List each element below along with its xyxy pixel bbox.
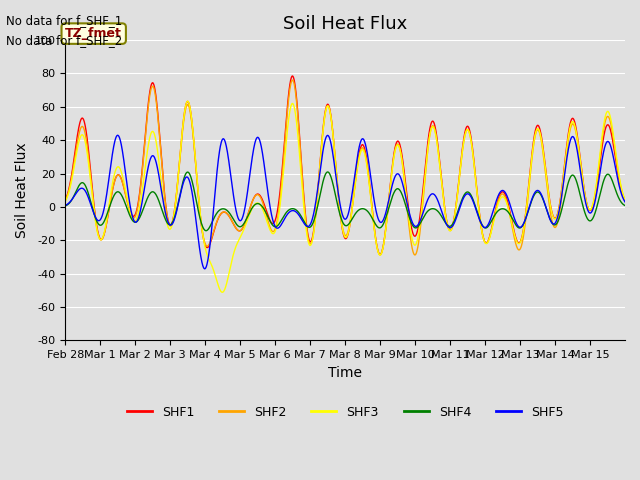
X-axis label: Time: Time: [328, 366, 362, 380]
Text: TZ_fmet: TZ_fmet: [65, 27, 122, 40]
Title: Soil Heat Flux: Soil Heat Flux: [283, 15, 407, 33]
Text: No data for f_SHF_1: No data for f_SHF_1: [6, 14, 123, 27]
Legend: SHF1, SHF2, SHF3, SHF4, SHF5: SHF1, SHF2, SHF3, SHF4, SHF5: [122, 401, 568, 424]
Text: No data for f_SHF_2: No data for f_SHF_2: [6, 34, 123, 47]
Y-axis label: Soil Heat Flux: Soil Heat Flux: [15, 143, 29, 238]
